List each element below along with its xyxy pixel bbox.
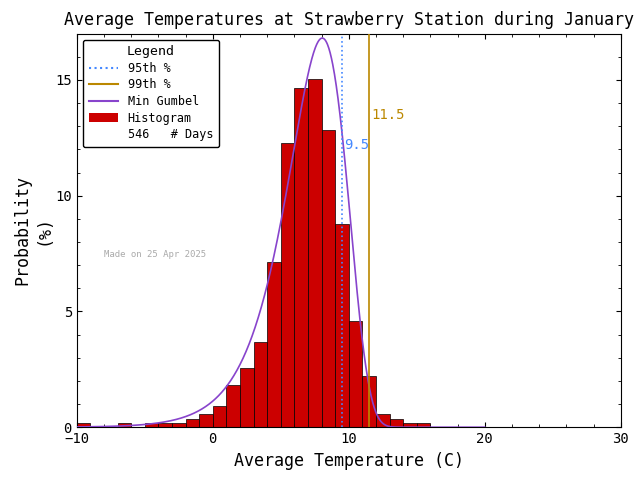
Bar (376, 414, 390, 427)
Bar (145, 423, 159, 427)
Bar (172, 423, 186, 427)
Bar (240, 368, 253, 427)
Bar (159, 423, 172, 427)
Text: Made on 25 Apr 2025: Made on 25 Apr 2025 (104, 250, 206, 259)
Title: Average Temperatures at Strawberry Station during January: Average Temperatures at Strawberry Stati… (64, 11, 634, 29)
Bar (253, 342, 268, 427)
Text: 9.5: 9.5 (344, 138, 369, 152)
Text: 11.5: 11.5 (371, 108, 404, 121)
Bar (335, 224, 349, 427)
Bar (417, 423, 431, 427)
Bar (349, 321, 362, 427)
Bar (199, 414, 212, 427)
X-axis label: Average Temperature (C): Average Temperature (C) (234, 452, 464, 469)
Bar (227, 385, 240, 427)
Bar (118, 423, 131, 427)
Bar (308, 80, 322, 427)
Bar (390, 419, 403, 427)
Bar (281, 143, 294, 427)
Bar (322, 131, 335, 427)
Bar (362, 376, 376, 427)
Bar (212, 406, 227, 427)
Y-axis label: Probability
(%): Probability (%) (13, 175, 52, 286)
Bar (403, 423, 417, 427)
Bar (294, 88, 308, 427)
Bar (268, 262, 281, 427)
Legend: 95th %, 99th %, Min Gumbel, Histogram, 546   # Days: 95th %, 99th %, Min Gumbel, Histogram, 5… (83, 39, 219, 147)
Bar (186, 419, 199, 427)
Bar (77, 423, 90, 427)
